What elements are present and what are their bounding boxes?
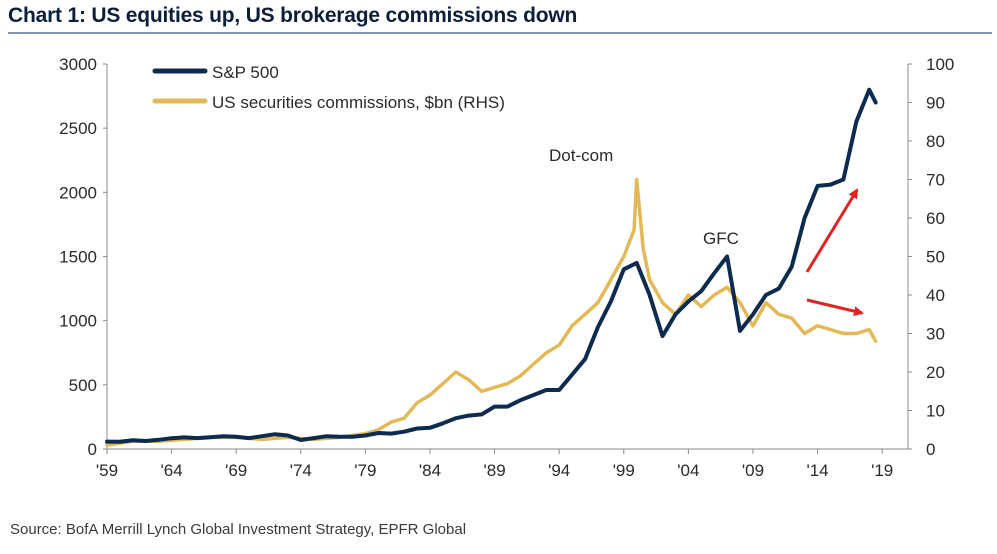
series-line-commissions bbox=[105, 177, 878, 447]
title-divider bbox=[8, 32, 992, 34]
y-right-tick-label: 80 bbox=[926, 132, 945, 151]
x-tick-label: '79 bbox=[354, 461, 376, 480]
y-right-tick-label: 0 bbox=[926, 440, 935, 459]
y-right-tick-label: 70 bbox=[926, 171, 945, 190]
y-left-tick-label: 2000 bbox=[59, 183, 97, 202]
y-right-tick-label: 30 bbox=[926, 325, 945, 344]
x-tick-label: '14 bbox=[806, 461, 828, 480]
y-right-tick-label: 90 bbox=[926, 94, 945, 113]
annotation-dot-com: Dot-com bbox=[549, 146, 613, 165]
legend-label-sp500: S&P 500 bbox=[212, 63, 279, 82]
series-line-sp500 bbox=[105, 87, 878, 444]
x-tick-label: '84 bbox=[419, 461, 441, 480]
y-left-tick-label: 3000 bbox=[59, 55, 97, 74]
y-right-tick-label: 40 bbox=[926, 286, 945, 305]
y-right-tick-label: 20 bbox=[926, 363, 945, 382]
y-right-tick-label: 60 bbox=[926, 209, 945, 228]
x-tick-label: '89 bbox=[484, 461, 506, 480]
chart-canvas: 0 500 1000 1500 2000 2500 3000 0 10 20 30 40 50 60 70 8… bbox=[59, 55, 954, 480]
y-left-tick-label: 500 bbox=[69, 376, 97, 395]
x-tick-label: '59 bbox=[96, 461, 118, 480]
y-right-tick-label: 100 bbox=[926, 55, 954, 74]
y-right-tick-label: 50 bbox=[926, 248, 945, 267]
y-left-tick-label: 1000 bbox=[59, 312, 97, 331]
source-note: Source: BofA Merrill Lynch Global Invest… bbox=[10, 521, 467, 538]
x-tick-label: '99 bbox=[613, 461, 635, 480]
y-right-tick-label: 10 bbox=[926, 402, 945, 421]
y-left-tick-label: 2500 bbox=[59, 119, 97, 138]
annotation-gfc: GFC bbox=[703, 229, 739, 248]
x-tick-label: '94 bbox=[548, 461, 570, 480]
legend-label-commissions: US securities commissions, $bn (RHS) bbox=[212, 93, 505, 112]
x-tick-label: '64 bbox=[161, 461, 183, 480]
x-tick-label: '19 bbox=[871, 461, 893, 480]
chart-title: Chart 1: US equities up, US brokerage co… bbox=[8, 4, 578, 27]
x-tick-label: '74 bbox=[290, 461, 312, 480]
x-tick-label: '09 bbox=[742, 461, 764, 480]
trend-arrow-commissions-down bbox=[806, 298, 864, 317]
x-tick-label: '69 bbox=[225, 461, 247, 480]
y-left-tick-label: 0 bbox=[88, 440, 97, 459]
x-tick-label: '04 bbox=[677, 461, 699, 480]
trend-arrow-equities-up bbox=[805, 188, 859, 273]
y-left-tick-label: 1500 bbox=[59, 248, 97, 267]
